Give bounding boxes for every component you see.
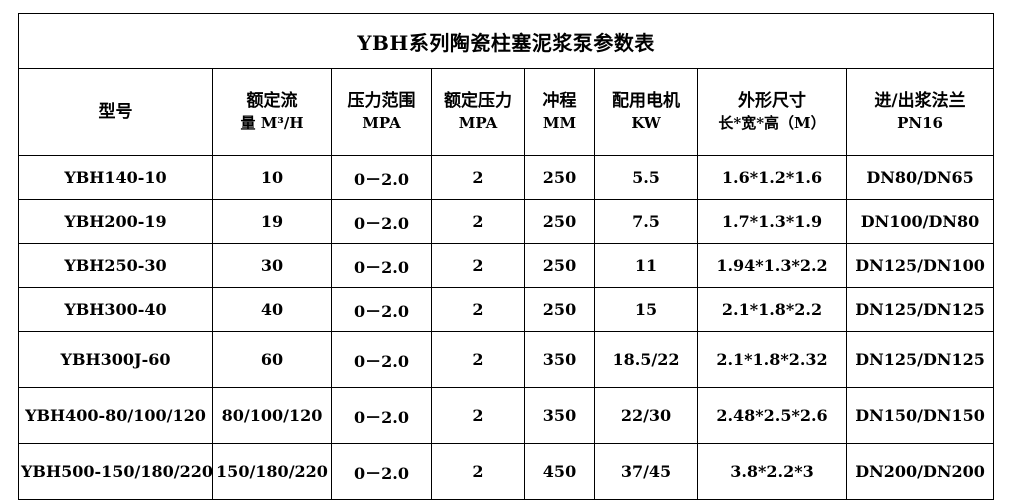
cell-rated-pressure: 2 — [431, 243, 525, 288]
cell-flange: DN200/DN200 — [845, 443, 995, 500]
cell-pressure-range: 0－2.0 — [331, 387, 432, 444]
cell-flow: 150/180/220 — [212, 443, 332, 500]
cell-flange: DN100/DN80 — [845, 199, 995, 244]
cell-rated-pressure: 2 — [431, 331, 525, 388]
cell-flow: 80/100/120 — [212, 387, 332, 444]
table-row: YBH500-150/180/220 150/180/220 0－2.0 2 4… — [18, 443, 995, 500]
cell-flange: DN80/DN65 — [845, 155, 995, 200]
cell-motor: 7.5 — [594, 199, 698, 244]
column-header-pressure-range-label: 压力范围 — [347, 90, 416, 111]
column-header-pressure-range-unit: MPA — [362, 114, 401, 133]
column-header-motor: 配用电机 KW — [594, 68, 698, 156]
cell-stroke: 250 — [524, 287, 595, 332]
table-row: YBH200-19 19 0－2.0 2 250 7.5 1.7*1.3*1.9… — [18, 199, 995, 244]
cell-pressure-range: 0－2.0 — [331, 243, 432, 288]
column-header-stroke: 冲程 MM — [524, 68, 595, 156]
cell-model: YBH400-80/100/120 — [18, 387, 213, 444]
table-row: YBH300J-60 60 0－2.0 2 350 18.5/22 2.1*1.… — [18, 331, 995, 388]
column-header-flange: 进/出浆法兰 PN16 — [845, 68, 995, 156]
cell-dimensions: 1.6*1.2*1.6 — [697, 155, 847, 200]
cell-stroke: 250 — [524, 155, 595, 200]
cell-stroke: 250 — [524, 199, 595, 244]
cell-stroke: 350 — [524, 387, 595, 444]
table-title-row: YBH系列陶瓷柱塞泥浆泵参数表 — [17, 13, 995, 69]
cell-rated-pressure: 2 — [431, 387, 525, 444]
column-header-rated-pressure-unit: MPA — [458, 114, 498, 133]
cell-pressure-range: 0－2.0 — [331, 331, 432, 388]
cell-motor: 5.5 — [594, 155, 698, 200]
cell-stroke: 250 — [524, 243, 595, 288]
cell-flow: 30 — [212, 243, 332, 288]
cell-model: YBH250-30 — [18, 243, 213, 288]
cell-rated-pressure: 2 — [431, 155, 525, 200]
cell-dimensions: 1.7*1.3*1.9 — [697, 199, 847, 244]
cell-dimensions: 2.1*1.8*2.32 — [697, 331, 847, 388]
column-header-rated-pressure: 额定压力 MPA — [431, 68, 525, 156]
column-header-model: 型号 — [18, 68, 213, 156]
column-header-flange-unit: PN16 — [897, 114, 943, 133]
cell-motor: 11 — [594, 243, 698, 288]
cell-dimensions: 2.1*1.8*2.2 — [697, 287, 847, 332]
column-header-stroke-label: 冲程 — [542, 90, 577, 111]
cell-flange: DN125/DN125 — [845, 331, 995, 388]
cell-motor: 18.5/22 — [594, 331, 698, 388]
cell-rated-pressure: 2 — [431, 443, 525, 500]
cell-dimensions: 2.48*2.5*2.6 — [697, 387, 847, 444]
table-row: YBH400-80/100/120 80/100/120 0－2.0 2 350… — [18, 387, 995, 444]
cell-stroke: 450 — [524, 443, 595, 500]
cell-pressure-range: 0－2.0 — [331, 287, 432, 332]
cell-flow: 19 — [212, 199, 332, 244]
cell-motor: 22/30 — [594, 387, 698, 444]
cell-flange: DN125/DN125 — [845, 287, 995, 332]
cell-model: YBH300-40 — [18, 287, 213, 332]
table-header-row: 型号 额定流 量 M³/H 压力范围 MPA 额定压力 MPA 冲程 MM — [18, 68, 995, 156]
column-header-rated-flow-label: 额定流 — [246, 90, 298, 111]
table-body: YBH系列陶瓷柱塞泥浆泵参数表 型号 额定流 量 M³/H 压力范围 MPA 额… — [17, 13, 995, 500]
column-header-rated-flow-unit: 量 M³/H — [240, 114, 304, 133]
column-header-stroke-unit: MM — [542, 114, 577, 133]
column-header-dimensions: 外形尺寸 长*宽*高（M） — [697, 68, 847, 156]
cell-pressure-range: 0－2.0 — [331, 199, 432, 244]
pump-spec-table: YBH系列陶瓷柱塞泥浆泵参数表 型号 额定流 量 M³/H 压力范围 MPA 额… — [17, 13, 995, 500]
cell-flow: 40 — [212, 287, 332, 332]
cell-model: YBH140-10 — [18, 155, 213, 200]
column-header-motor-unit: KW — [631, 114, 661, 133]
cell-pressure-range: 0－2.0 — [331, 443, 432, 500]
column-header-flange-label: 进/出浆法兰 — [874, 90, 966, 111]
cell-flange: DN125/DN100 — [845, 243, 995, 288]
column-header-pressure-range: 压力范围 MPA — [331, 68, 432, 156]
column-header-motor-label: 配用电机 — [612, 90, 680, 111]
cell-dimensions: 1.94*1.3*2.2 — [697, 243, 847, 288]
cell-model: YBH500-150/180/220 — [18, 443, 213, 500]
cell-rated-pressure: 2 — [431, 287, 525, 332]
cell-rated-pressure: 2 — [431, 199, 525, 244]
cell-model: YBH200-19 — [18, 199, 213, 244]
table-row: YBH140-10 10 0－2.0 2 250 5.5 1.6*1.2*1.6… — [18, 155, 995, 200]
column-header-dimensions-unit: 长*宽*高（M） — [718, 114, 826, 133]
cell-motor: 15 — [594, 287, 698, 332]
page-title: YBH系列陶瓷柱塞泥浆泵参数表 — [17, 13, 995, 69]
table-row: YBH300-40 40 0－2.0 2 250 15 2.1*1.8*2.2 … — [18, 287, 995, 332]
cell-stroke: 350 — [524, 331, 595, 388]
cell-pressure-range: 0－2.0 — [331, 155, 432, 200]
table-row: YBH250-30 30 0－2.0 2 250 11 1.94*1.3*2.2… — [18, 243, 995, 288]
cell-model: YBH300J-60 — [18, 331, 213, 388]
cell-motor: 37/45 — [594, 443, 698, 500]
page-root: YBH系列陶瓷柱塞泥浆泵参数表 型号 额定流 量 M³/H 压力范围 MPA 额… — [17, 13, 995, 500]
column-header-rated-pressure-label: 额定压力 — [444, 90, 512, 111]
cell-dimensions: 3.8*2.2*3 — [697, 443, 847, 500]
cell-flow: 10 — [212, 155, 332, 200]
cell-flow: 60 — [212, 331, 332, 388]
cell-flange: DN150/DN150 — [845, 387, 995, 444]
column-header-rated-flow: 额定流 量 M³/H — [212, 68, 332, 156]
column-header-model-label: 型号 — [98, 101, 133, 122]
column-header-dimensions-label: 外形尺寸 — [738, 90, 806, 111]
